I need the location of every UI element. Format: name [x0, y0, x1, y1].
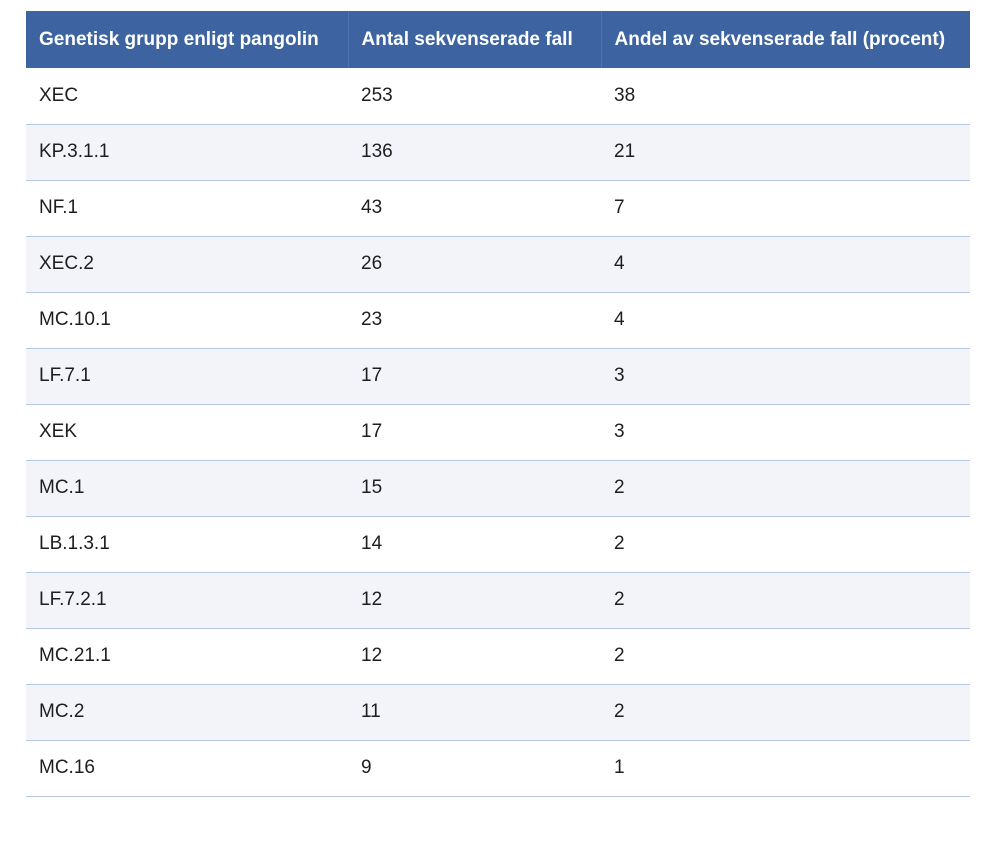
cell-sequenced-share: 2 [614, 477, 625, 498]
cell-genetic-group: MC.1 [39, 477, 85, 498]
cell-sequenced-share: 4 [614, 253, 625, 274]
cell-genetic-group: KP.3.1.1 [39, 141, 110, 162]
table-row: LF.7.2.1 12 2 [26, 572, 970, 628]
cell-sequenced-count: 12 [361, 589, 383, 610]
table-row: NF.1 43 7 [26, 180, 970, 236]
table-row: KP.3.1.1 136 21 [26, 124, 970, 180]
cell-sequenced-share: 3 [614, 365, 625, 386]
cell-genetic-group: MC.10.1 [39, 309, 111, 330]
cell-sequenced-count: 253 [361, 84, 393, 106]
cell-sequenced-share: 3 [614, 421, 625, 442]
cell-genetic-group: MC.16 [39, 757, 95, 778]
column-header-genetic-group: Genetisk grupp enligt pangolin [26, 11, 349, 68]
cell-sequenced-share: 7 [614, 197, 625, 218]
cell-genetic-group: MC.21.1 [39, 645, 111, 666]
cell-sequenced-share: 2 [614, 701, 625, 722]
column-header-sequenced-share: Andel av sekvenserade fall (procent) [614, 28, 946, 50]
cell-sequenced-count: 9 [361, 757, 372, 778]
cell-sequenced-count: 17 [361, 421, 383, 442]
table-row: MC.2 11 2 [26, 684, 970, 740]
table-row: MC.10.1 23 4 [26, 292, 970, 348]
header-row: Genetisk grupp enligt pangolin Antal sek… [26, 11, 970, 68]
variant-table-container: Genetisk grupp enligt pangolin Antal sek… [26, 11, 970, 797]
table-row: XEC 253 38 [26, 68, 970, 124]
table-row: MC.21.1 12 2 [26, 628, 970, 684]
table-header: Genetisk grupp enligt pangolin Antal sek… [26, 11, 970, 68]
cell-genetic-group: LF.7.2.1 [39, 589, 107, 610]
column-header-sequenced-count: Antal sekvenserade fall [348, 11, 602, 68]
cell-genetic-group: NF.1 [39, 197, 79, 218]
table-row: LB.1.3.1 14 2 [26, 516, 970, 572]
table-row: XEK 17 3 [26, 404, 970, 460]
cell-sequenced-share: 2 [614, 589, 625, 610]
cell-sequenced-share: 2 [614, 645, 625, 666]
cell-sequenced-count: 15 [361, 477, 383, 498]
cell-genetic-group: XEK [39, 421, 78, 442]
cell-sequenced-share: 21 [614, 141, 636, 162]
cell-sequenced-count: 17 [361, 365, 383, 386]
cell-genetic-group: XEC.2 [39, 253, 94, 274]
table-row: MC.16 9 1 [26, 740, 970, 796]
cell-sequenced-share: 4 [614, 309, 625, 330]
variant-table: Genetisk grupp enligt pangolin Antal sek… [26, 11, 970, 797]
table-body: XEC 253 38 KP.3.1.1 136 21 NF.1 43 7 XEC… [26, 68, 970, 796]
cell-genetic-group: MC.2 [39, 701, 85, 722]
cell-sequenced-count: 136 [361, 141, 393, 162]
table-row: LF.7.1 17 3 [26, 348, 970, 404]
cell-genetic-group: XEC [39, 84, 79, 106]
cell-sequenced-count: 43 [361, 197, 383, 218]
cell-sequenced-share: 38 [614, 84, 636, 106]
cell-sequenced-count: 26 [361, 253, 383, 274]
table-row: MC.1 15 2 [26, 460, 970, 516]
cell-genetic-group: LF.7.1 [39, 365, 91, 386]
cell-sequenced-count: 14 [361, 533, 383, 554]
cell-genetic-group: LB.1.3.1 [39, 533, 110, 554]
cell-sequenced-share: 1 [614, 757, 625, 778]
cell-sequenced-share: 2 [614, 533, 625, 554]
cell-sequenced-count: 12 [361, 645, 383, 666]
cell-sequenced-count: 23 [361, 309, 383, 330]
cell-sequenced-count: 11 [361, 701, 381, 722]
table-row: XEC.2 26 4 [26, 236, 970, 292]
